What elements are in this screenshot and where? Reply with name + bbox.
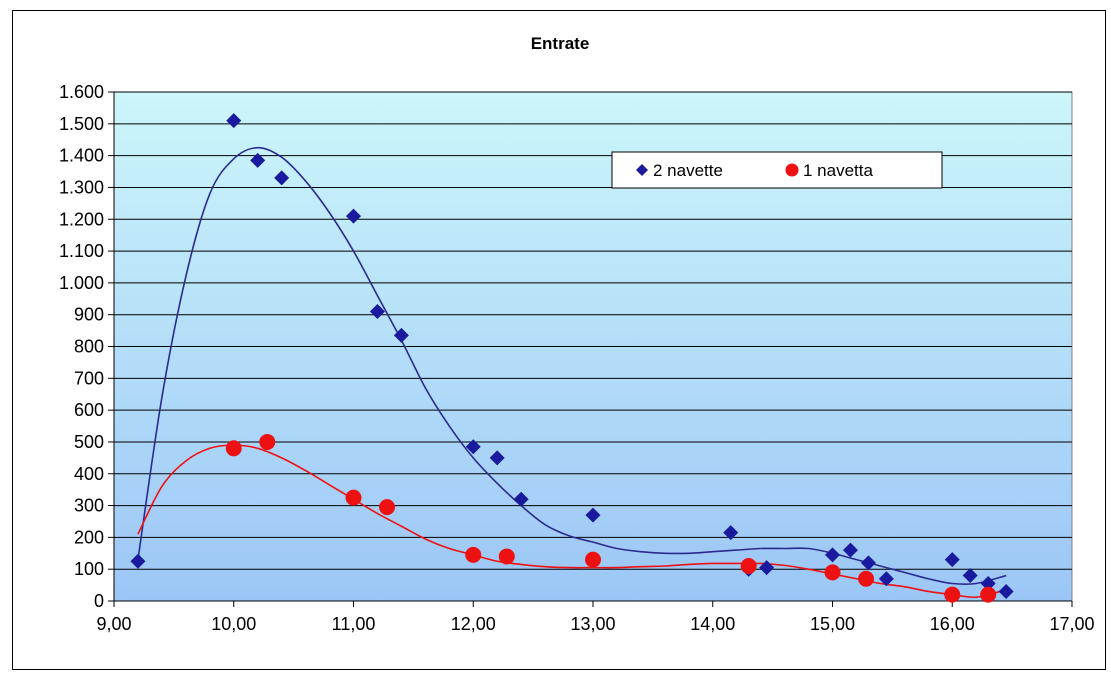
data-point-series-1	[465, 439, 481, 455]
y-tick-label: 1.600	[59, 82, 104, 102]
data-point-series-2	[259, 433, 276, 450]
data-point-series-1	[585, 507, 601, 523]
data-point-series-2	[824, 564, 841, 581]
x-tick-label: 16,00	[930, 614, 975, 634]
legend: 2 navette 1 navetta	[611, 151, 943, 189]
data-point-series-1	[346, 208, 361, 224]
x-tick-label: 15,00	[810, 614, 855, 634]
data-point-series-1	[980, 576, 996, 592]
data-point-series-1	[274, 170, 290, 186]
legend-label: 2 navette	[653, 161, 723, 180]
data-point-series-1	[369, 304, 385, 320]
x-tick-label: 13,00	[570, 614, 615, 634]
data-point-series-1	[250, 152, 266, 168]
x-tick-label: 9,00	[96, 614, 131, 634]
data-point-series-1	[393, 327, 409, 343]
y-tick-label: 800	[74, 337, 104, 357]
chart-title: Entrate	[531, 34, 590, 53]
trendline-series-1	[137, 146, 1007, 586]
data-point-series-2	[944, 586, 961, 603]
trend-lines	[137, 146, 1007, 599]
data-point-series-2	[345, 489, 362, 506]
legend-label: 1 navetta	[803, 161, 873, 180]
axes: 0 100 200 300 400 500 600 700 800 900 1.000 1.100 1.…	[59, 82, 1095, 634]
y-tick-label: 600	[74, 400, 104, 420]
data-point-series-1	[944, 552, 960, 568]
data-point-series-2	[740, 558, 757, 575]
data-point-series-1	[759, 560, 775, 576]
data-point-series-2	[858, 570, 875, 587]
data-point-series-1	[878, 571, 894, 587]
y-tick-label: 1.000	[59, 273, 104, 293]
trendline-series-2	[137, 444, 1001, 599]
chart-frame: Entrate 0 100 200 300 400 500 600 700 800 900 1.00…	[12, 10, 1106, 670]
data-point-series-1	[226, 113, 242, 129]
data-point-series-2	[225, 440, 242, 457]
legend-marker-diamond	[636, 164, 648, 176]
data-point-series-1	[723, 525, 739, 541]
data-point-series-1	[998, 583, 1014, 599]
data-point-series-1	[962, 568, 978, 584]
y-tick-label: 500	[74, 432, 104, 452]
y-tick-label: 400	[74, 464, 104, 484]
data-point-series-1	[130, 553, 146, 569]
legend-box	[611, 151, 943, 189]
scatter-chart: Entrate 0 100 200 300 400 500 600 700 800 900 1.00…	[59, 34, 1095, 634]
y-tick-label: 1.100	[59, 241, 104, 261]
x-tick-label: 10,00	[211, 614, 256, 634]
y-tick-label: 200	[74, 527, 104, 547]
data-point-series-1	[825, 547, 840, 563]
data-point-series-2	[498, 548, 515, 565]
y-tick-label: 1.200	[59, 209, 104, 229]
y-tick-label: 100	[74, 559, 104, 579]
x-tick-label: 11,00	[332, 614, 376, 634]
data-point-series-2	[980, 586, 997, 603]
y-tick-label: 300	[74, 496, 104, 516]
x-tick-label: 12,00	[451, 614, 496, 634]
data-point-series-1	[860, 555, 876, 571]
legend-marker-circle	[785, 163, 799, 177]
data-point-series-1	[489, 450, 505, 466]
x-tick-label: 14,00	[690, 614, 735, 634]
data-point-series-2	[465, 546, 482, 563]
data-point-series-1	[842, 542, 858, 558]
x-tick-label: 17,00	[1049, 614, 1094, 634]
data-point-series-2	[585, 551, 601, 568]
y-tick-label: 0	[94, 591, 104, 611]
data-point-series-2	[379, 499, 396, 516]
y-tick-label: 700	[74, 368, 104, 388]
y-tick-label: 1.500	[59, 114, 104, 134]
y-tick-label: 1.400	[59, 146, 104, 166]
y-tick-label: 900	[74, 305, 104, 325]
y-tick-label: 1.300	[59, 177, 104, 197]
data-points	[130, 113, 1014, 603]
data-point-series-1	[513, 491, 529, 507]
